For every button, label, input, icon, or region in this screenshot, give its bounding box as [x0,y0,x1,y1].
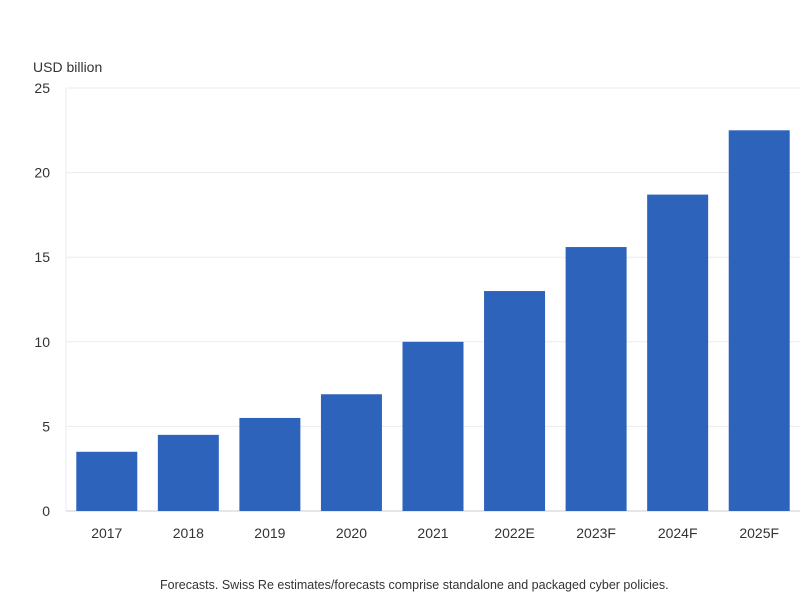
x-tick-label: 2025F [739,525,779,541]
y-tick-label: 20 [34,165,50,181]
y-tick-label: 15 [34,249,50,265]
x-tick-label: 2020 [336,525,367,541]
bar-2020 [320,394,382,511]
x-tick-label: 2022E [494,525,534,541]
bar-2025F [728,130,790,512]
x-tick-label: 2018 [173,525,204,541]
bar-2024F [647,194,709,511]
x-tick-label: 2017 [91,525,122,541]
x-tick-label: 2023F [576,525,616,541]
bar-2018 [157,434,219,511]
bar-2022E [484,291,546,511]
y-tick-label: 5 [42,418,50,434]
y-tick-label: 25 [34,80,50,96]
chart-footnote: Forecasts. Swiss Re estimates/forecasts … [160,578,669,592]
y-tick-label: 10 [34,334,50,350]
x-tick-label: 2019 [254,525,285,541]
x-axis-ticks: 2017 2018 2019 2020 2021 2022E 2023F 2024F 2025F [91,525,779,541]
bar-2019 [239,417,301,511]
bar-2021 [402,341,464,511]
y-tick-label: 0 [42,503,50,519]
bar-2017 [76,451,138,511]
bars [76,130,790,512]
x-tick-label: 2021 [417,525,448,541]
y-axis-unit-label: USD billion [33,59,103,75]
x-tick-label: 2024F [658,525,698,541]
y-axis-ticks: 0 5 10 15 20 25 [34,80,50,519]
bar-2023F [565,247,627,511]
